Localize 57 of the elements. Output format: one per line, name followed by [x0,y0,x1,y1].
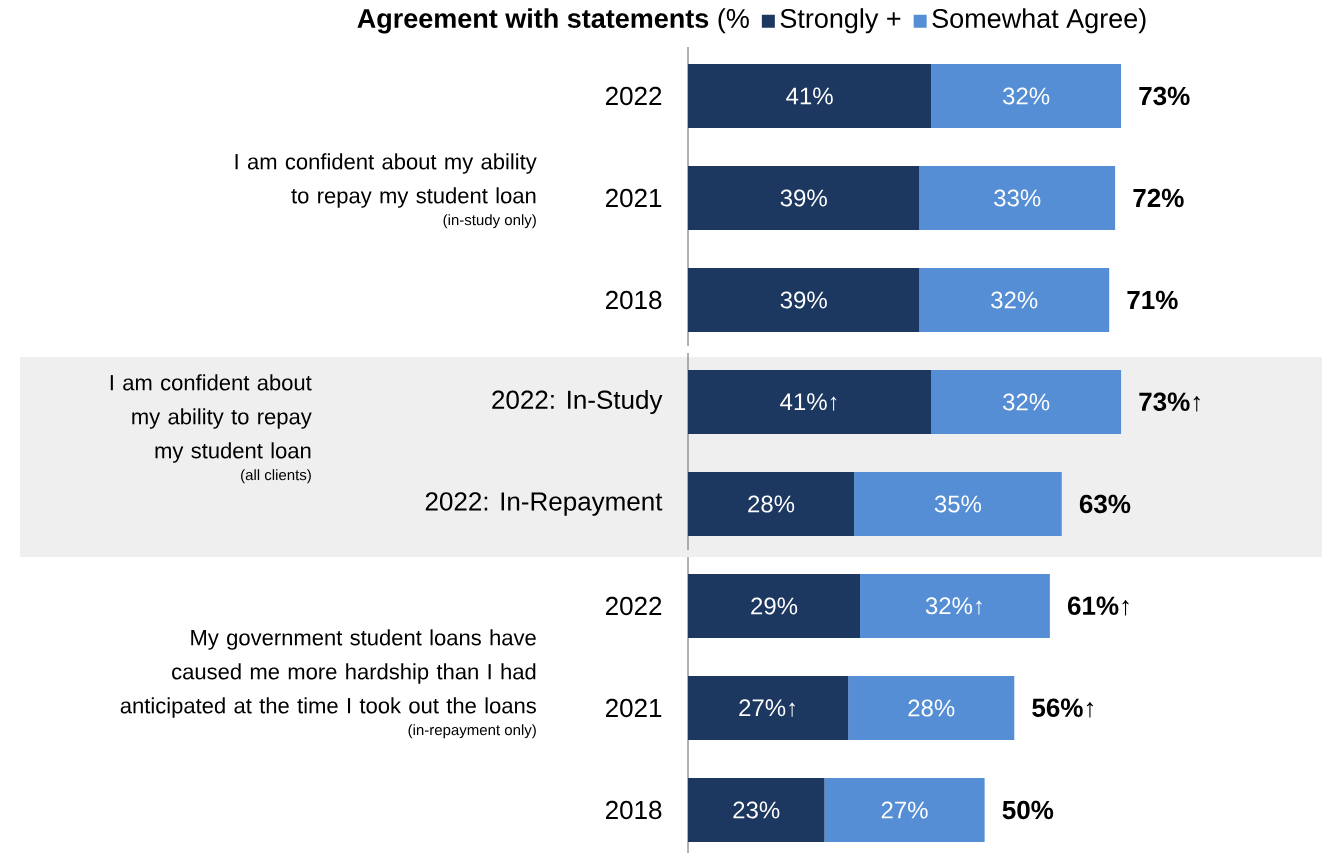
text: I am confident about my ability to repay my student loan [110,374,312,463]
text: (in-study only) [443,214,536,229]
text: (all clients) [241,469,311,484]
y-tick-label: 2022: In-Repayment [425,492,663,516]
data-label: 29% [751,597,798,615]
bar [688,472,855,536]
data-label: 35% [934,495,982,513]
bar [854,472,1062,536]
bar [860,574,1050,638]
bar [688,370,932,434]
bar [931,63,1122,128]
data-label: 28% [748,495,795,513]
data-label: 32%↑ [925,597,982,615]
total-label: 63% [1079,494,1131,514]
total-label: 72% [1133,188,1184,208]
y-tick-label: 2022: In-Study [492,389,663,415]
data-label: 27%↑ [739,699,795,717]
text: My government student loans have caused me more hardship than I had anticipated at the time I took out the loans [120,629,536,718]
data-label: 39% [780,189,827,207]
data-label: 32% [991,291,1038,309]
bar [688,778,825,843]
y-tick-label: 2018 [605,800,662,820]
data-label: 33% [994,189,1041,207]
data-label: 27% [881,801,928,819]
bar [688,63,932,128]
bar [824,778,985,843]
data-label: 23% [733,801,780,819]
total-label: 73%↑ [1139,392,1200,412]
data-label: 41% [786,87,833,105]
y-tick-label: 2022 [605,86,662,106]
y-tick-label: 2021 [605,188,662,208]
text: I am confident about my ability to repay my student loan [235,153,537,208]
total-label: 56%↑ [1032,698,1093,718]
bar [688,165,920,230]
total-label: 50% [1002,800,1054,820]
data-label: 32% [1003,393,1050,411]
bar [688,574,861,638]
chart-title: Agreement with statements (% [357,8,749,34]
legend-label: Strongly + [780,8,901,34]
total-label: 71% [1127,290,1178,310]
bar [688,268,920,332]
data-label: 41%↑ [780,393,837,411]
bar [931,370,1122,434]
legend-label: Somewhat Agree) [932,8,1146,34]
y-tick-label: 2018 [605,290,662,310]
data-label: 39% [780,291,827,309]
bar [919,165,1116,230]
bar [688,676,849,740]
total-label: 61%↑ [1067,596,1129,616]
total-label: 73% [1139,86,1190,106]
data-label: 28% [908,699,955,717]
data-label: 32% [1003,87,1050,105]
bar [919,268,1110,332]
y-tick-label: 2021 [605,698,662,718]
bar [848,676,1015,740]
text: (in-repayment only) [408,724,536,739]
y-tick-label: 2022 [605,596,662,616]
